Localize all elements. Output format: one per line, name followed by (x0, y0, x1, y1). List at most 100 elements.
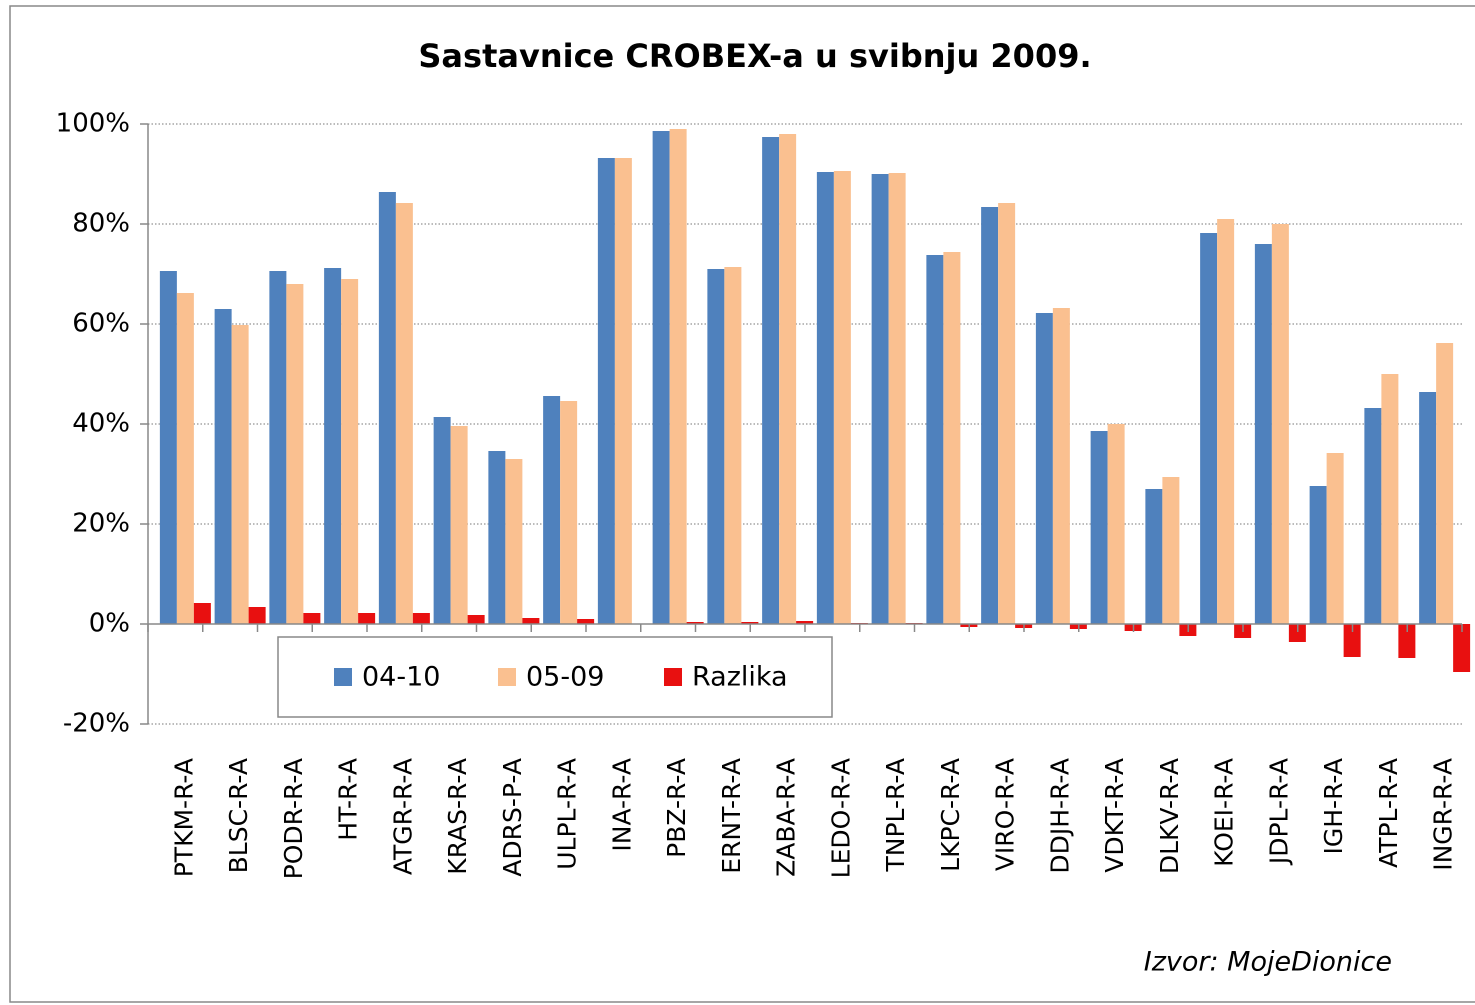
bar (577, 619, 595, 624)
legend-swatch (664, 668, 682, 686)
bar (522, 618, 540, 624)
bar (1145, 489, 1163, 624)
x-tick-label: KOEI-R-A (1210, 758, 1239, 867)
bar (669, 129, 687, 624)
bar (1288, 624, 1306, 642)
x-tick-label: IGH-R-A (1319, 758, 1348, 855)
x-tick-label: ZABA-R-A (772, 758, 801, 877)
x-tick-label: VDKT-R-A (1100, 758, 1129, 873)
x-tick-label: ULPL-R-A (553, 758, 582, 870)
bar (762, 137, 780, 624)
bar (981, 207, 999, 624)
bar (1162, 477, 1180, 624)
bar (652, 131, 670, 624)
x-tick-label: DLKV-R-A (1155, 758, 1184, 874)
legend-swatch (334, 668, 352, 686)
x-tick-label: LKPC-R-A (936, 758, 965, 872)
bar (269, 271, 287, 624)
bar (614, 158, 632, 624)
bar (1254, 244, 1272, 624)
bar (1381, 374, 1399, 624)
bar (724, 267, 742, 624)
bar (324, 268, 342, 624)
bar (1453, 624, 1471, 672)
bar (597, 158, 615, 624)
x-tick-label: PBZ-R-A (662, 758, 691, 858)
bar (1217, 219, 1235, 624)
bar (1326, 453, 1344, 624)
y-tick-label: 20% (72, 509, 130, 539)
bar (1090, 431, 1108, 624)
bar (1200, 233, 1218, 624)
bar (467, 615, 485, 624)
x-tick-label: PODR-R-A (279, 758, 308, 879)
bar (888, 173, 906, 624)
legend-label: 04-10 (362, 662, 440, 693)
bar (193, 603, 211, 624)
x-tick-label: VIRO-R-A (991, 758, 1020, 871)
x-tick-label: BLSC-R-A (224, 758, 253, 873)
legend-swatch (498, 668, 516, 686)
bar (231, 325, 249, 624)
y-tick-label: -20% (63, 709, 130, 739)
bar (248, 607, 266, 624)
bar (1343, 624, 1361, 657)
y-tick-label: 80% (72, 209, 130, 239)
x-tick-label: TNPL-R-A (881, 758, 910, 873)
bar (488, 451, 506, 624)
bar (871, 174, 889, 624)
bar (286, 284, 304, 624)
y-tick-label: 60% (72, 309, 130, 339)
x-tick-label: INA-R-A (607, 758, 636, 852)
bar (341, 279, 359, 624)
bar (1309, 486, 1327, 624)
x-tick-label: KRAS-R-A (443, 758, 472, 875)
x-tick-label: INGR-R-A (1429, 758, 1458, 871)
bar (833, 171, 851, 624)
bar (378, 192, 396, 624)
legend-box (277, 636, 833, 718)
bar (796, 621, 814, 624)
bar (450, 426, 468, 624)
bar (1035, 313, 1053, 624)
x-tick-label: ATGR-R-A (388, 758, 417, 875)
bar (505, 459, 523, 624)
bar (926, 255, 944, 624)
bar (686, 622, 704, 624)
legend-label: Razlika (692, 662, 788, 693)
bar (395, 203, 413, 624)
bar (998, 203, 1016, 624)
bar (1436, 343, 1454, 624)
bar (779, 134, 797, 624)
bar (433, 417, 451, 624)
x-tick-label: HT-R-A (334, 758, 363, 841)
x-tick-label: JDPL-R-A (1264, 758, 1293, 866)
bar (214, 309, 232, 624)
bar (1052, 308, 1070, 624)
bar (358, 613, 376, 624)
bar (159, 271, 177, 624)
source-note: Izvor: MojeDionice (1144, 947, 1392, 978)
x-tick-label: ATPL-R-A (1374, 758, 1403, 868)
bar (303, 613, 321, 624)
bar (1364, 408, 1382, 624)
y-tick-label: 100% (56, 109, 130, 139)
chart-title: Sastavnice CROBEX-a u svibnju 2009. (418, 37, 1091, 75)
bar (1107, 424, 1125, 624)
y-tick-label: 0% (89, 609, 130, 639)
bar (816, 172, 834, 624)
bar (943, 252, 961, 624)
bar (412, 613, 430, 624)
y-tick-label: 40% (72, 409, 130, 439)
bar (1419, 392, 1437, 624)
bar (1398, 624, 1416, 658)
x-tick-label: PTKM-R-A (169, 758, 198, 877)
bar (176, 293, 194, 624)
bar (741, 622, 759, 624)
bar (707, 269, 725, 624)
bar (543, 396, 561, 624)
x-tick-label: ERNT-R-A (717, 758, 746, 874)
x-tick-label: LEDO-R-A (826, 758, 855, 878)
x-tick-label: ADRS-P-A (498, 758, 527, 877)
